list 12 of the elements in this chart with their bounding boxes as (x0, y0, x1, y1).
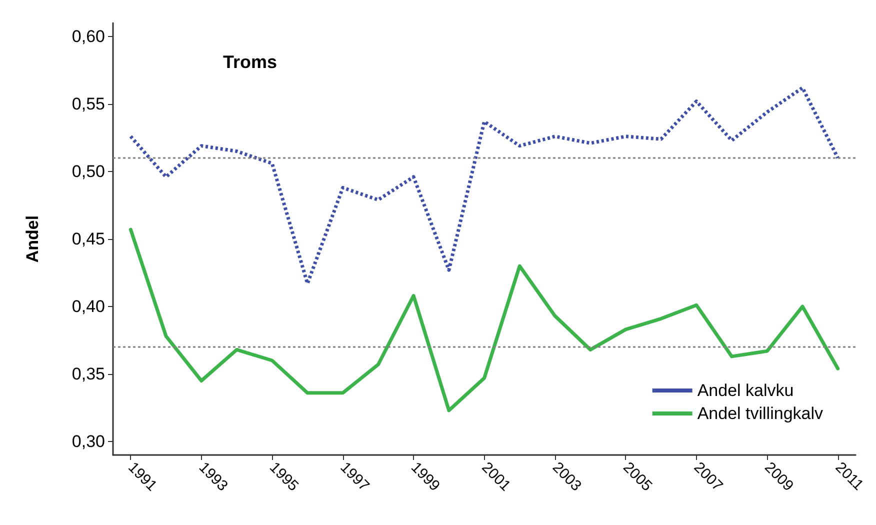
y-axis-title: Andel (23, 215, 42, 263)
y-tick-label: 0,30 (72, 432, 105, 451)
y-tick-label: 0,35 (72, 364, 105, 384)
y-tick-label: 0,40 (72, 297, 105, 316)
legend-label: Andel kalvku (697, 381, 794, 400)
legend-label: Andel tvillingkalv (697, 404, 824, 423)
y-tick-label: 0,60 (72, 27, 105, 46)
text: Troms (223, 52, 278, 72)
line-series (128, 86, 840, 286)
y-tick-label: 0,55 (72, 94, 105, 114)
y-tick-label: 0,50 (72, 162, 105, 181)
y-tick-label: 0,45 (72, 230, 105, 248)
